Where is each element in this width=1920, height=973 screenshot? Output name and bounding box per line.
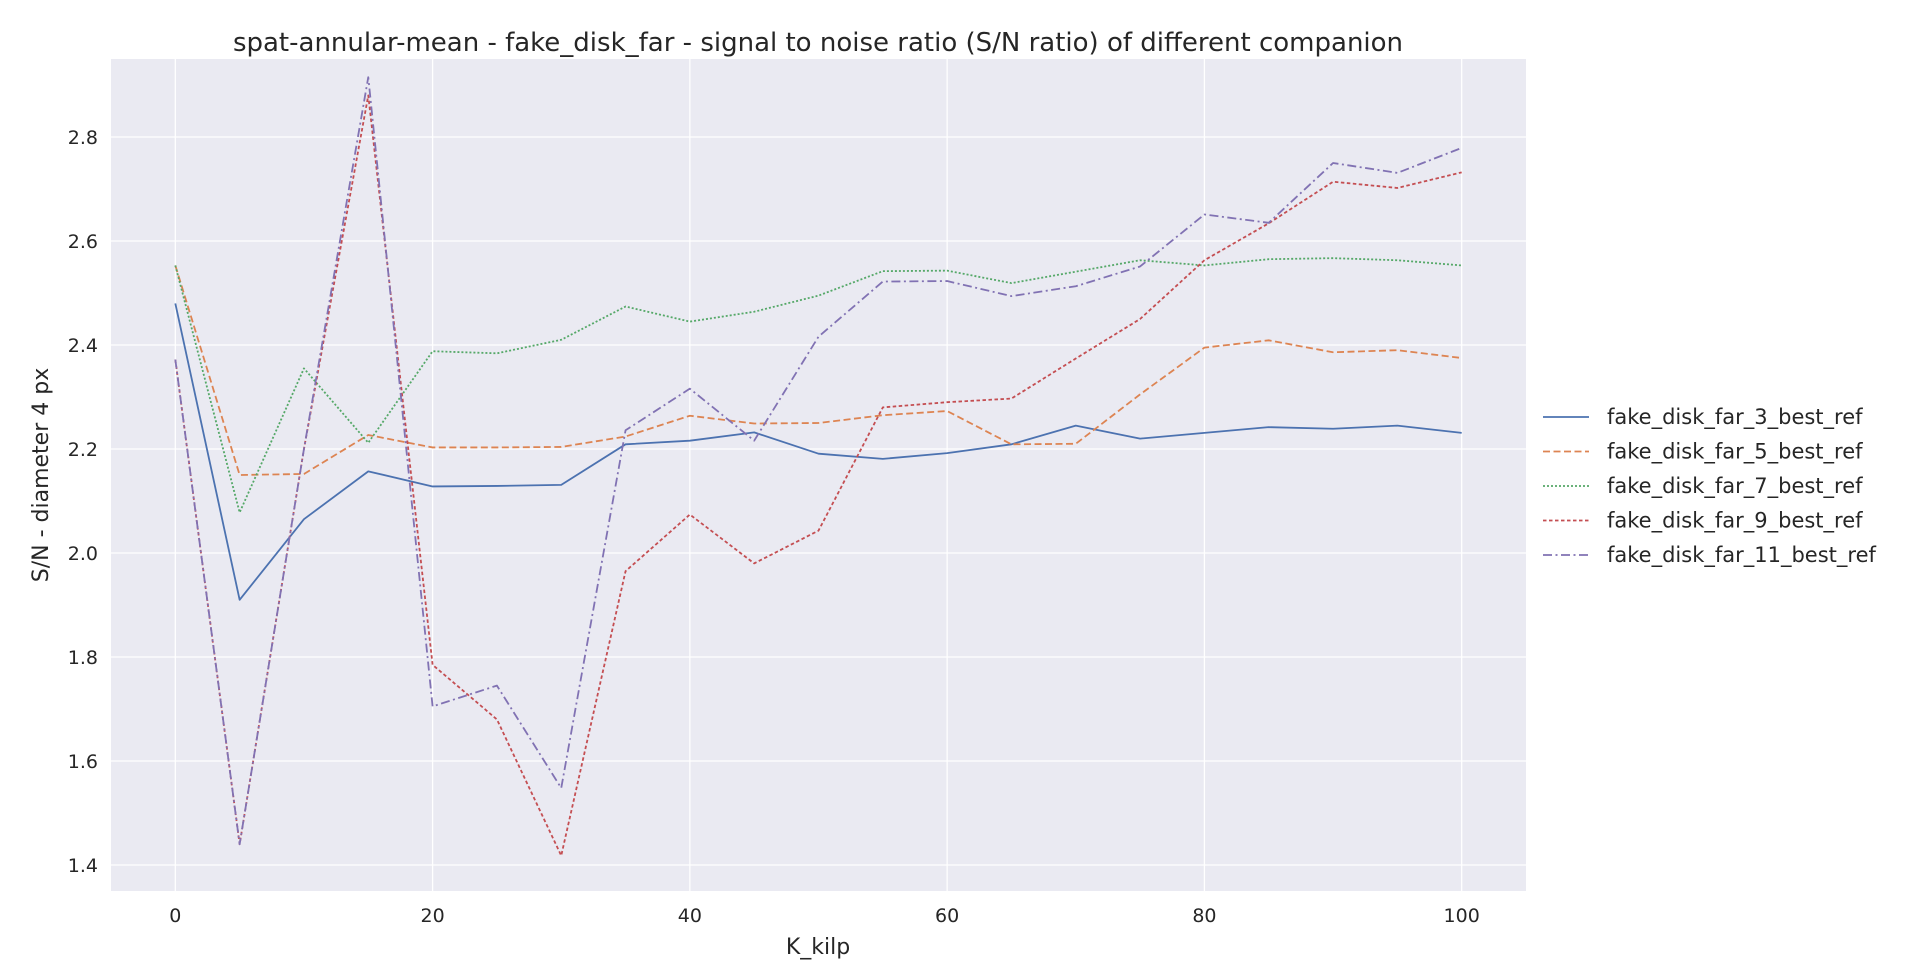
y-axis-title: S/N - diameter 4 px (29, 368, 54, 582)
series-line (174, 257, 1462, 514)
series-line (174, 265, 1462, 476)
y-tick-label: 2.0 (68, 543, 98, 565)
x-tick-label: 80 (1192, 905, 1216, 927)
series-line (174, 76, 1463, 846)
y-tick-label: 1.4 (68, 855, 98, 877)
y-tick-labels: 1.4 1.6 1.8 2.0 2.2 2.4 2.6 2.8 (68, 127, 98, 877)
x-tick-label: 60 (935, 905, 959, 927)
series-line (174, 303, 1462, 601)
x-tick-label: 100 (1444, 905, 1480, 927)
legend-label: fake_disk_far_11_best_ref (1607, 543, 1876, 568)
plot-background (111, 59, 1526, 891)
y-tick-label: 2.4 (68, 335, 98, 357)
y-tick-label: 2.8 (68, 127, 98, 149)
y-tick-label: 2.2 (68, 439, 98, 461)
x-tick-label: 20 (420, 905, 444, 927)
series-line (174, 94, 1462, 857)
y-tick-label: 1.8 (68, 647, 98, 669)
x-tick-label: 40 (678, 905, 702, 927)
x-axis-title: K_kilp (786, 935, 850, 960)
series-lines (174, 76, 1463, 857)
y-tick-label: 1.6 (68, 751, 98, 773)
legend-label: fake_disk_far_5_best_ref (1607, 440, 1863, 465)
grid (111, 59, 1526, 891)
x-tick-label: 0 (169, 905, 181, 927)
x-tick-labels: 0 20 40 60 80 100 (169, 905, 1480, 927)
y-tick-label: 2.6 (68, 231, 98, 253)
legend: fake_disk_far_3_best_ref fake_disk_far_5_… (1543, 405, 1876, 568)
legend-label: fake_disk_far_9_best_ref (1607, 509, 1863, 534)
chart-title: spat-annular-mean - fake_disk_far - sign… (233, 28, 1403, 58)
legend-label: fake_disk_far_3_best_ref (1607, 405, 1863, 430)
legend-label: fake_disk_far_7_best_ref (1607, 474, 1863, 499)
